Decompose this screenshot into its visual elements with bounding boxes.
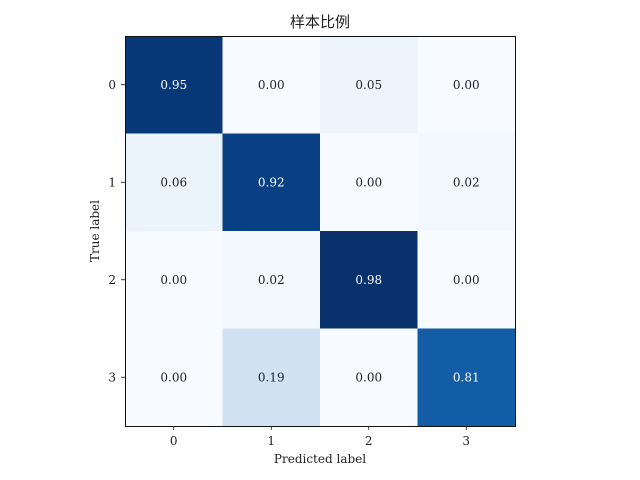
heatmap-cell-3-0 <box>125 328 223 427</box>
y-tick-label: 2 <box>108 273 116 287</box>
heatmap-cell-2-0 <box>125 231 223 329</box>
cell-value-label-1-3: 0.02 <box>453 175 480 189</box>
cell-value-label-0-1: 0.00 <box>258 78 285 92</box>
heatmap-cell-2-2 <box>320 231 418 329</box>
heatmap-cell-0-2 <box>320 36 418 134</box>
x-tick-label: 0 <box>170 434 178 448</box>
cell-value-label-0-2: 0.05 <box>355 78 382 92</box>
x-axis-label: Predicted label <box>274 452 366 466</box>
cell-value-label-2-2: 0.98 <box>355 273 382 287</box>
cell-value-label-3-3: 0.81 <box>453 370 480 384</box>
heatmap-cell-2-1 <box>222 231 321 329</box>
x-tick-label: 2 <box>365 434 373 448</box>
heatmap-cell-3-1 <box>222 328 321 427</box>
plot-frame <box>125 36 516 427</box>
cell-value-label-0-0: 0.95 <box>160 78 187 92</box>
cell-value-label-2-3: 0.00 <box>453 273 480 287</box>
heatmap-cell-3-2 <box>320 328 418 427</box>
x-tick-label: 1 <box>267 434 275 448</box>
heatmap-cells: 0.95 0.00 0.05 0.00 0.06 0.92 0.00 0.02 0.00 0.02… <box>125 36 516 427</box>
heatmap-cell-1-2 <box>320 133 418 232</box>
heatmap-cell-1-3 <box>417 133 516 232</box>
y-tick-label: 1 <box>108 175 116 189</box>
cell-value-label-1-2: 0.00 <box>355 175 382 189</box>
y-tick-label: 3 <box>108 370 116 384</box>
cell-value-label-1-0: 0.06 <box>160 175 187 189</box>
cell-value-label-1-1: 0.92 <box>258 175 285 189</box>
heatmap-cell-0-3 <box>417 36 516 134</box>
axis-ticks: 0 1 2 3 0 1 2 3 <box>108 78 470 448</box>
cell-value-label-2-0: 0.00 <box>160 273 187 287</box>
chart-title: 样本比例 <box>290 13 350 31</box>
cell-value-label-0-3: 0.00 <box>453 78 480 92</box>
heatmap-cell-3-3 <box>417 328 516 427</box>
y-axis-label: True label <box>88 200 102 262</box>
cell-value-label-2-1: 0.02 <box>258 273 285 287</box>
x-tick-label: 3 <box>462 434 470 448</box>
heatmap-cell-2-3 <box>417 231 516 329</box>
cell-value-label-3-1: 0.19 <box>258 370 285 384</box>
heatmap-cell-0-0 <box>125 36 223 134</box>
heatmap-cell-1-0 <box>125 133 223 232</box>
cell-value-label-3-2: 0.00 <box>355 370 382 384</box>
y-tick-label: 0 <box>108 78 116 92</box>
heatmap-cell-1-1 <box>222 133 321 232</box>
heatmap-cell-0-1 <box>222 36 321 134</box>
cell-value-label-3-0: 0.00 <box>160 370 187 384</box>
